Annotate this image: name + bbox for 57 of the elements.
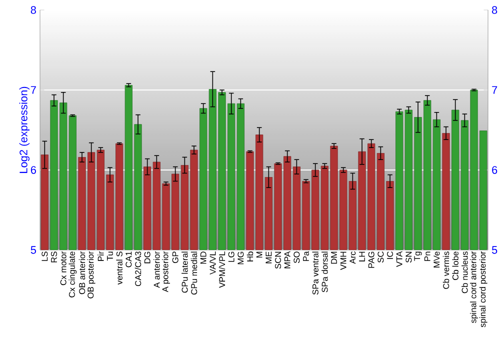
x-tick-label: Cb nucleus — [462, 252, 468, 294]
y-tick-label: 7 — [30, 86, 36, 94]
y-tick-label: 6 — [30, 166, 36, 174]
x-tick-label: SN — [406, 252, 412, 263]
y2-tick-label: 8 — [492, 6, 498, 14]
x-tick-label: LH — [359, 252, 365, 262]
x-tick-label: A anterior — [154, 251, 160, 288]
x-tick-label: Cx cingulate — [68, 252, 77, 298]
y-tick-label: 8 — [30, 6, 36, 14]
x-tick-label: MD — [200, 252, 206, 264]
y2-tick-label: 7 — [492, 86, 498, 94]
x-tick-label: A posterior — [162, 251, 170, 292]
x-tick-label: Cb vermis — [442, 252, 450, 289]
x-tick-label: SO — [294, 252, 300, 264]
x-tick-label: ventral S — [116, 252, 122, 285]
x-tick-label: CPu lateral — [182, 252, 188, 293]
y-tick-label: 5 — [30, 246, 36, 254]
x-tick-label: spinal cord posterior — [479, 251, 488, 328]
y-axis-title: Log2 (expression) — [19, 86, 30, 173]
x-tick-label: Cb lobe — [452, 252, 458, 280]
x-tick-label: VTA — [396, 251, 402, 268]
x-tick-label: Tg — [414, 252, 422, 261]
x-tick-label: VPM/VPL — [218, 251, 226, 288]
x-tick-label: Cx motor — [60, 251, 66, 286]
x-tick-label: Pn — [424, 252, 430, 261]
x-tick-label: MVe — [434, 252, 440, 268]
x-tick-label: M — [256, 252, 262, 258]
x-tick-label: CPu medial — [190, 252, 198, 295]
x-tick-label: MG — [238, 252, 244, 264]
x-tick-label: Arc — [350, 251, 356, 264]
x-tick-label: SPa ventral — [312, 252, 318, 295]
x-tick-label: SC — [378, 252, 384, 263]
x-tick-label: ME — [266, 252, 272, 264]
x-tick-label: LG — [228, 252, 234, 262]
x-tick-label: Tu — [107, 252, 113, 261]
x-tick-label: SPa dorsal — [322, 252, 328, 292]
x-tick-label: Pa — [303, 251, 309, 261]
x-tick-label: MPA — [284, 251, 290, 268]
x-tick-label: LS — [42, 252, 48, 261]
y2-tick-label: 5 — [492, 246, 498, 254]
x-tick-label: GP — [172, 252, 178, 264]
x-tick-label: spinal cord anterior — [470, 251, 478, 323]
x-tick-label: DM — [331, 252, 337, 264]
x-tick-label: IC — [387, 252, 393, 259]
x-tick-label: VMH — [340, 252, 346, 270]
x-tick-label: CA2/CA3 — [134, 252, 142, 286]
x-tick-label: VA/VL — [210, 251, 216, 275]
x-tick-label: OB anterior — [78, 251, 86, 294]
x-tick-label: DG — [144, 252, 150, 264]
x-tick-label: SCN — [275, 252, 281, 269]
x-tick-label: PAG — [368, 252, 374, 268]
y2-tick-label: 6 — [492, 166, 498, 174]
x-tick-label: Pir — [98, 251, 104, 261]
x-tick-label: RS — [51, 252, 57, 262]
x-tick-label: CA1 — [126, 252, 132, 268]
x-tick-label: Hb — [246, 252, 254, 262]
x-tick-label: OB posterior — [87, 251, 96, 298]
